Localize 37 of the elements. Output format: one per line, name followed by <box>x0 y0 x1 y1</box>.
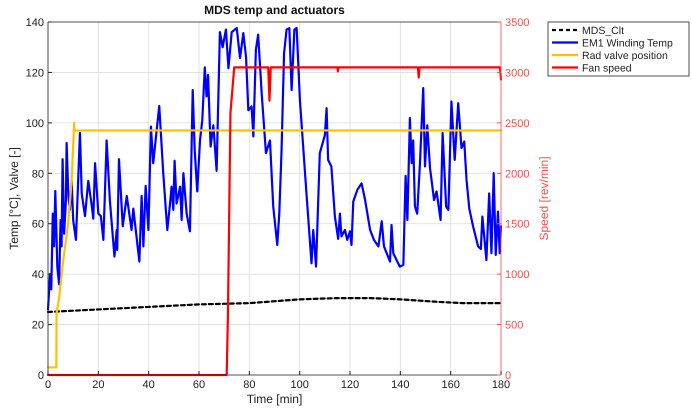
legend-label: Fan speed <box>582 62 632 74</box>
x-tick-label: 60 <box>192 379 206 391</box>
line-series <box>46 296 502 314</box>
x-tick-label: 20 <box>92 379 104 391</box>
y-tick-label: 140 <box>26 17 44 29</box>
legend-label: MDS_Clt <box>582 25 624 37</box>
y-tick-label: 20 <box>32 320 44 332</box>
x-tick-label: 0 <box>44 379 52 391</box>
y2-tick-label: 500 <box>505 320 524 332</box>
line-series <box>46 26 502 311</box>
legend-label: EM1 Winding Temp <box>582 38 674 50</box>
chart-title: MDS temp and actuators <box>204 3 346 17</box>
x-axis-title: Time [min] <box>246 392 302 406</box>
y2-tick-label: 1000 <box>505 269 530 282</box>
x-tick-label: 160 <box>441 379 460 391</box>
y2-tick-label: 2500 <box>505 118 530 130</box>
y-tick-label: 100 <box>26 118 44 130</box>
y-tick-label: 40 <box>32 269 44 282</box>
x-tick-label: 180 <box>492 379 510 391</box>
x-tick-label: 80 <box>243 379 256 391</box>
y-tick-label: 120 <box>26 67 44 80</box>
y2-tick-label: 2000 <box>505 168 530 180</box>
y-tick-label: 60 <box>32 218 44 231</box>
y-tick-label: 0 <box>38 370 44 382</box>
y2-tick-label: 0 <box>505 370 512 382</box>
x-tick-label: 100 <box>290 379 309 391</box>
y2-tick-label: 3000 <box>505 67 530 80</box>
y2-tick-label: 1500 <box>505 218 530 231</box>
x-tick-label: 120 <box>340 379 360 391</box>
y-axis-title: Temp [°C], Valve [-] <box>7 147 21 250</box>
y2-axis-title: Speed [rev/min] <box>537 156 551 241</box>
x-tick-label: 140 <box>391 379 410 391</box>
x-tick-label: 40 <box>142 379 155 391</box>
line-series <box>46 122 502 369</box>
y2-tick-label: 3500 <box>505 17 530 29</box>
legend-label: Rad valve position <box>582 50 668 62</box>
y-tick-label: 80 <box>32 168 44 180</box>
